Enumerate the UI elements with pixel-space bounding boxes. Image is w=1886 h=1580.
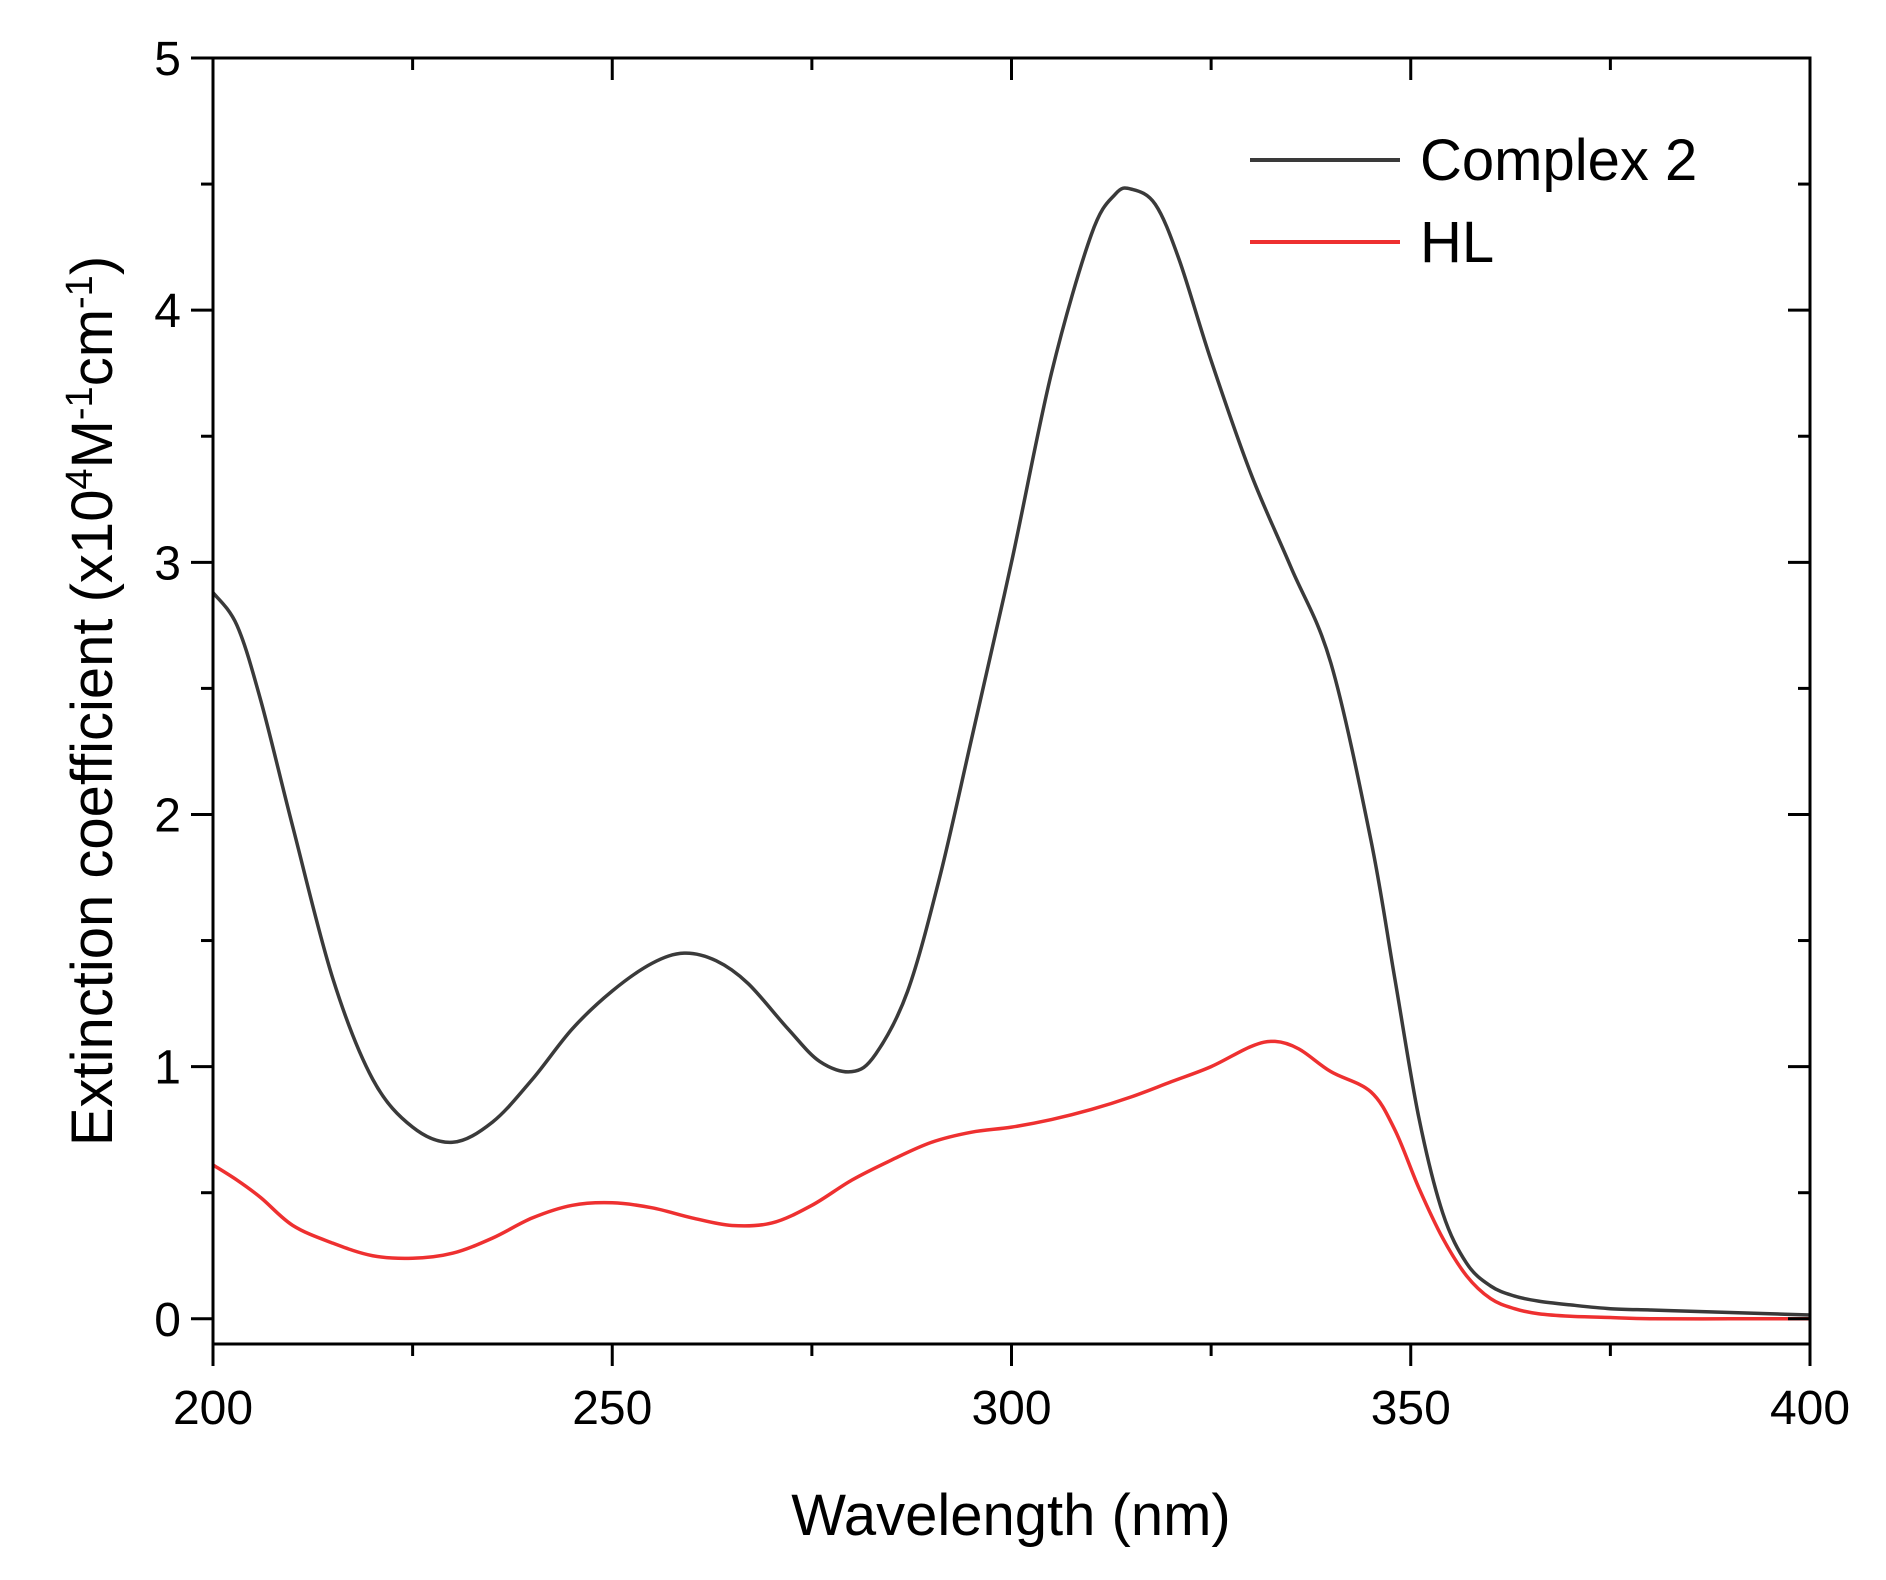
x-tick-label: 350 bbox=[1371, 1382, 1451, 1435]
y-tick-label: 2 bbox=[154, 789, 181, 842]
y-label-suffix: ) bbox=[60, 256, 125, 275]
y-label-mid-2: cm bbox=[60, 309, 125, 386]
legend-label-complex-2: Complex 2 bbox=[1420, 128, 1697, 193]
series-line-complex-2 bbox=[213, 186, 1810, 1317]
y-label-sup-3: -1 bbox=[59, 275, 101, 309]
x-tick-label: 300 bbox=[971, 1382, 1051, 1435]
y-tick-label: 0 bbox=[154, 1294, 181, 1347]
y-label-sup-1: 4 bbox=[59, 468, 101, 489]
x-axis-title: Wavelength (nm) bbox=[791, 1483, 1230, 1548]
y-axis-title: Extinction coefficient (x104M-1cm-1) bbox=[59, 256, 125, 1146]
x-axis: 200 250 300 350 400 bbox=[173, 58, 1850, 1435]
series-line-hl bbox=[213, 1039, 1810, 1321]
y-tick-label: 4 bbox=[154, 285, 181, 338]
y-label-sup-2: -1 bbox=[59, 386, 101, 420]
legend-label-hl: HL bbox=[1420, 210, 1494, 275]
y-tick-label: 5 bbox=[154, 33, 181, 86]
x-axis-label: Wavelength (nm) bbox=[791, 1483, 1230, 1548]
x-tick-label: 200 bbox=[173, 1382, 253, 1435]
legend: Complex 2 HL bbox=[1250, 128, 1697, 275]
y-tick-label: 3 bbox=[154, 537, 181, 590]
y-label-mid-1: M bbox=[60, 420, 125, 468]
y-axis: 0 1 2 3 4 5 bbox=[154, 33, 1810, 1347]
y-axis-label: Extinction coefficient (x104M-1cm-1) bbox=[59, 256, 125, 1146]
y-tick-label: 1 bbox=[154, 1042, 181, 1095]
x-tick-label: 400 bbox=[1770, 1382, 1850, 1435]
plot-frame bbox=[211, 56, 1812, 1346]
x-tick-label: 250 bbox=[572, 1382, 652, 1435]
series-group bbox=[213, 186, 1810, 1321]
y-label-prefix: Extinction coefficient (x10 bbox=[60, 490, 125, 1147]
